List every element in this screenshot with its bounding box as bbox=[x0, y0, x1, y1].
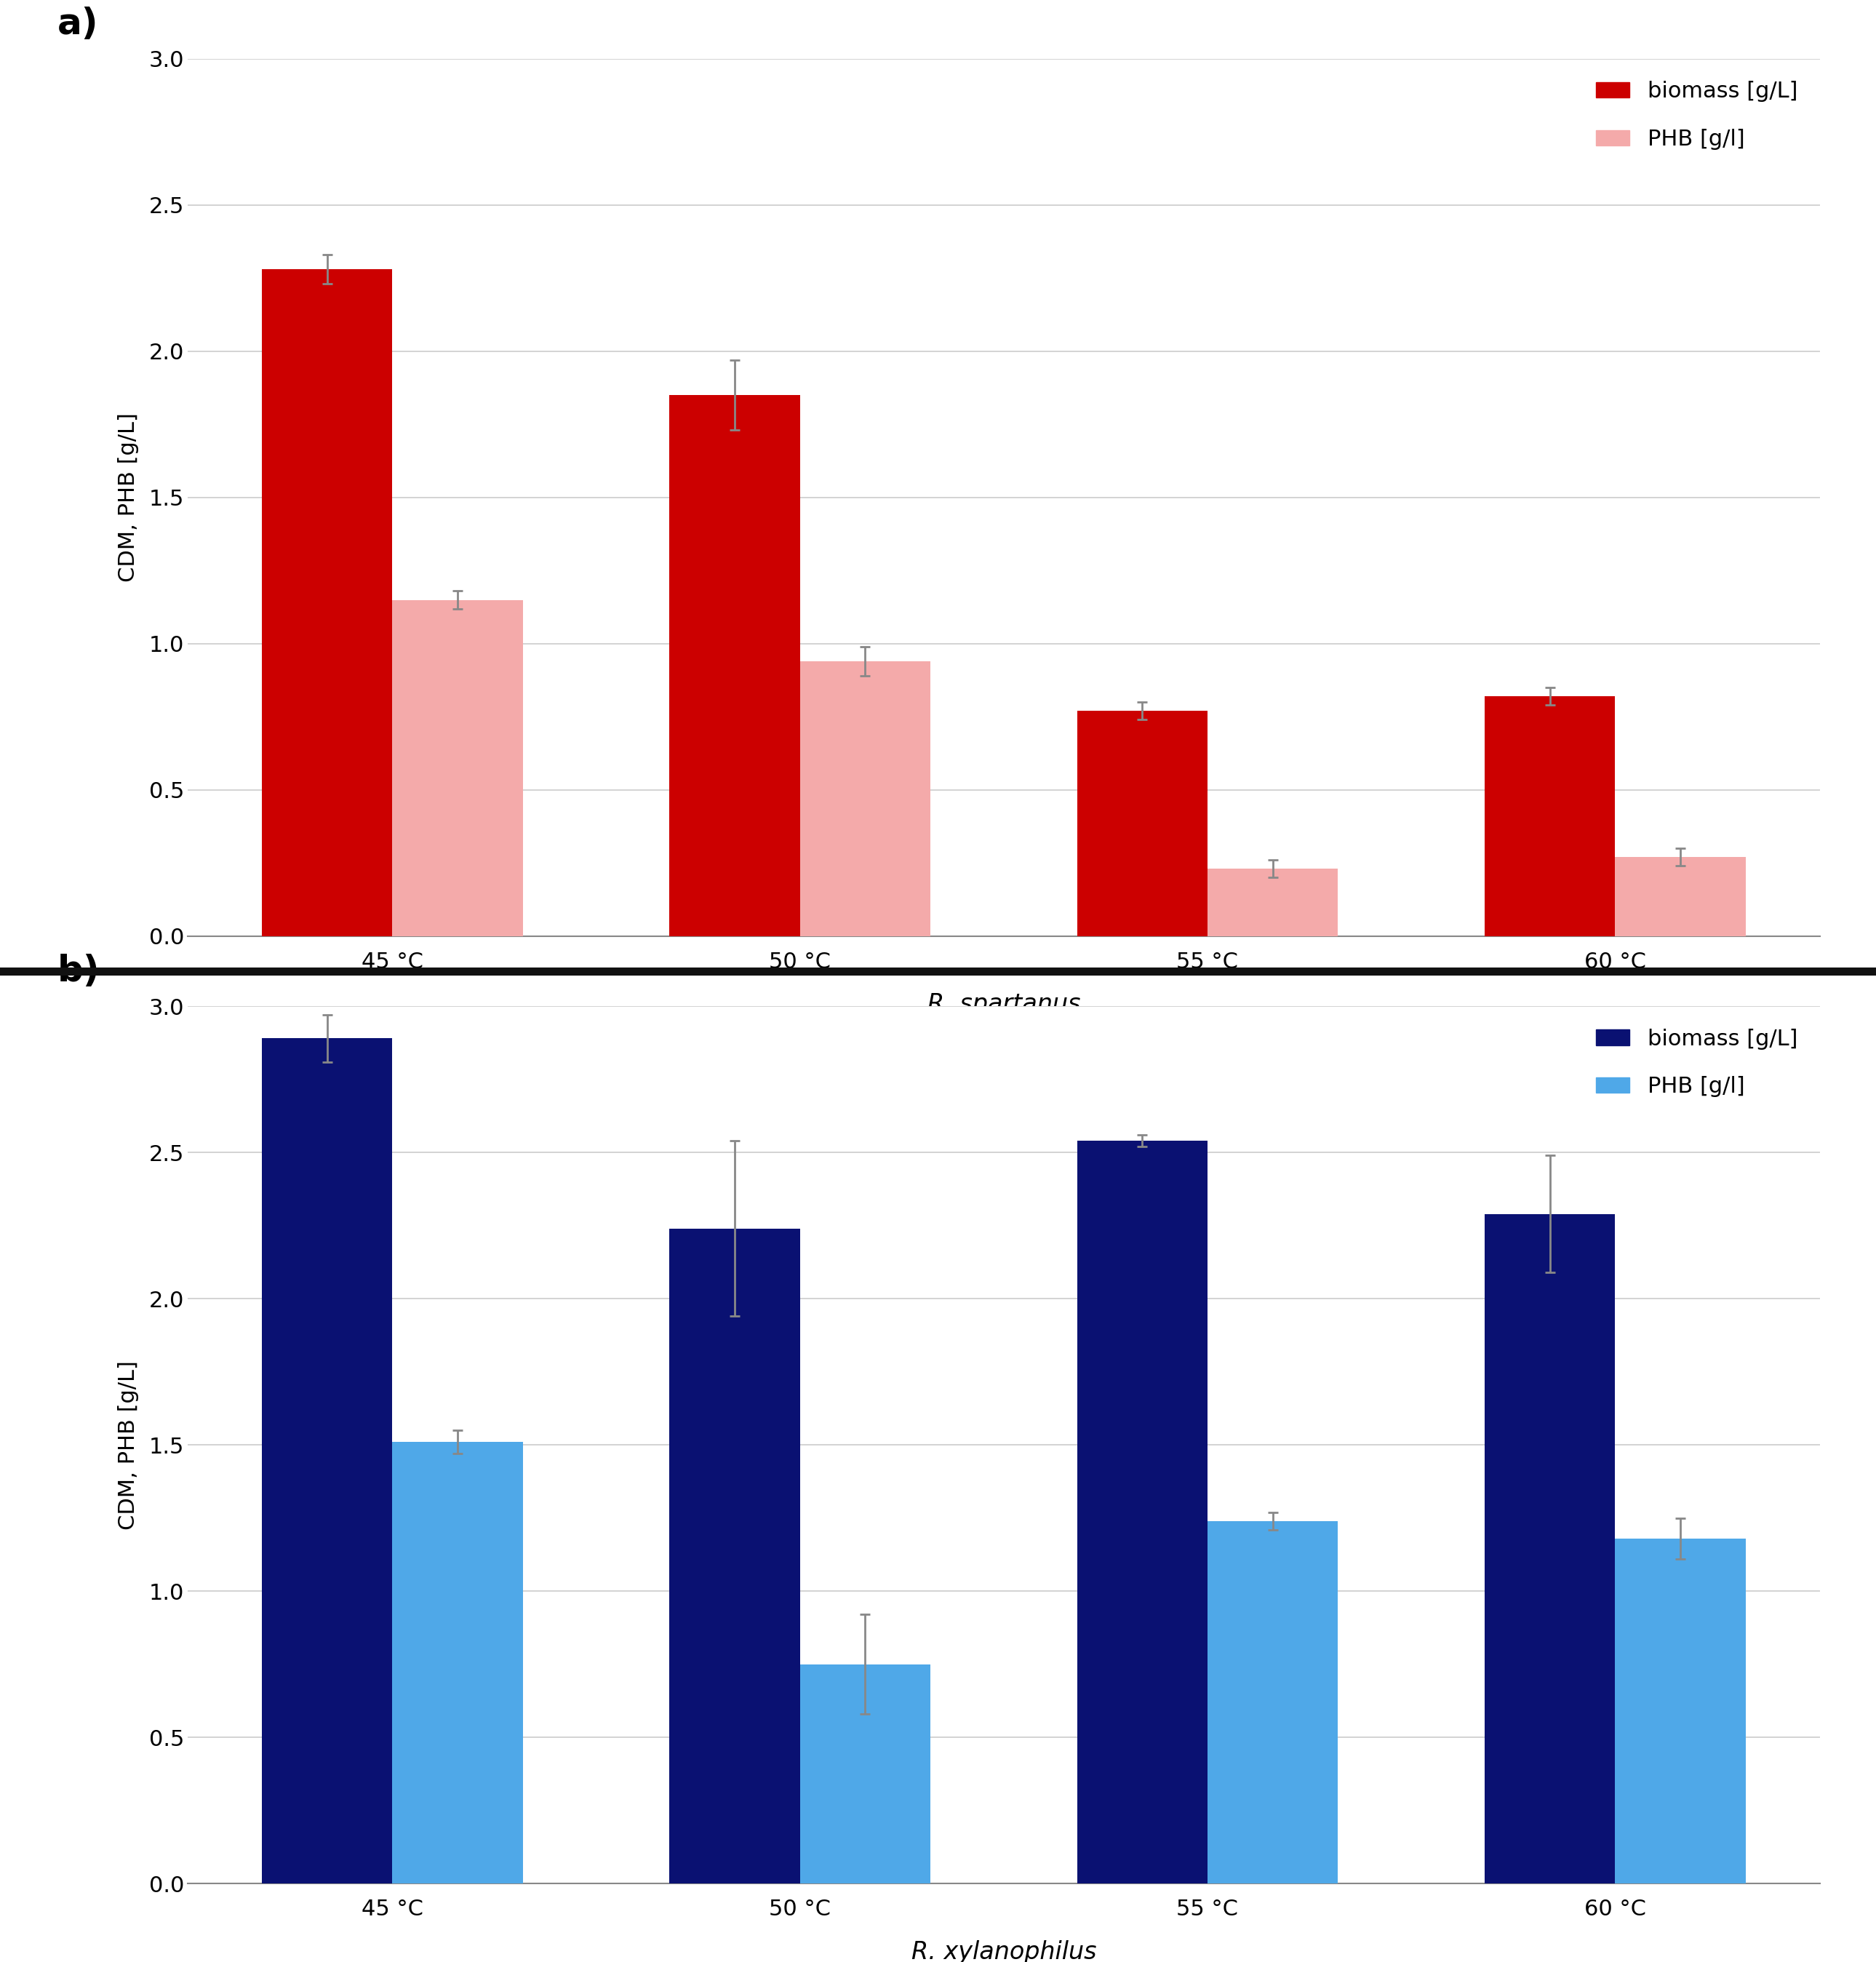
Bar bbox=[1615, 1538, 1745, 1884]
Bar bbox=[263, 1038, 392, 1884]
Y-axis label: CDM, PHB [g/L]: CDM, PHB [g/L] bbox=[118, 412, 139, 583]
Bar bbox=[1484, 697, 1615, 936]
Bar bbox=[1615, 857, 1745, 936]
Legend: biomass [g/L], PHB [g/l]: biomass [g/L], PHB [g/l] bbox=[1585, 71, 1808, 161]
Bar bbox=[1208, 1521, 1338, 1884]
Bar bbox=[263, 269, 392, 936]
Bar bbox=[670, 394, 799, 936]
X-axis label: R. xylanophilus: R. xylanophilus bbox=[912, 1940, 1096, 1962]
Bar bbox=[392, 1442, 523, 1884]
Text: a): a) bbox=[56, 6, 98, 41]
Bar bbox=[799, 661, 930, 936]
Bar bbox=[1077, 710, 1208, 936]
Bar bbox=[1484, 1214, 1615, 1884]
Bar bbox=[392, 600, 523, 936]
Legend: biomass [g/L], PHB [g/l]: biomass [g/L], PHB [g/l] bbox=[1585, 1018, 1808, 1109]
Bar bbox=[799, 1664, 930, 1884]
Text: b): b) bbox=[56, 954, 99, 989]
Y-axis label: CDM, PHB [g/L]: CDM, PHB [g/L] bbox=[118, 1360, 139, 1530]
Bar bbox=[1208, 869, 1338, 936]
Bar bbox=[670, 1228, 799, 1884]
X-axis label: R. spartanus: R. spartanus bbox=[927, 993, 1081, 1016]
Bar bbox=[1077, 1140, 1208, 1884]
